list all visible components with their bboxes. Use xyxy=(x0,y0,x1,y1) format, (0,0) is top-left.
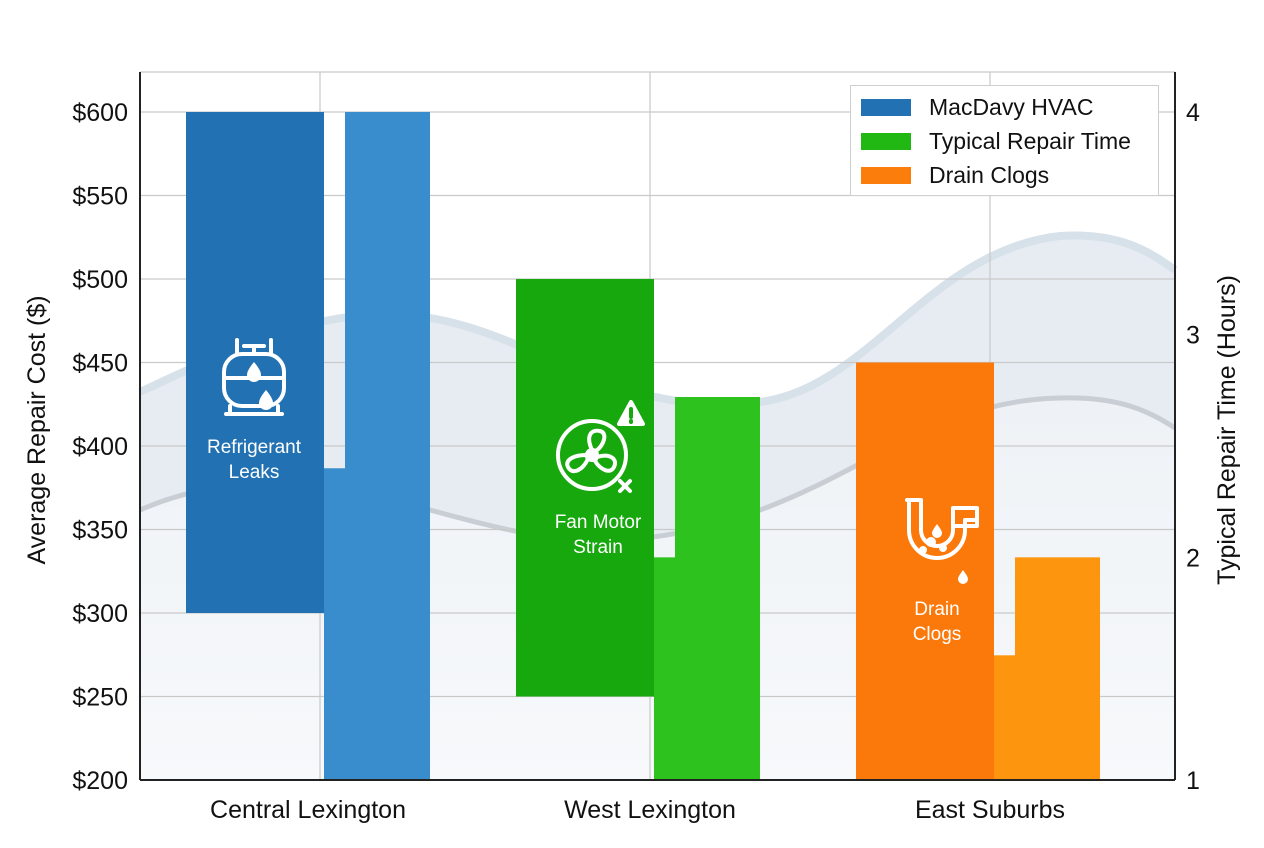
y-axis-label-left: Average Repair Cost ($) xyxy=(23,295,51,564)
legend-swatch xyxy=(861,132,911,150)
x-tick-labels: Central Lexington West Lexington East Subu… xyxy=(210,796,1065,824)
y-right-tick-label: 3 xyxy=(1186,322,1200,350)
y-left-tick-label: $450 xyxy=(72,350,128,378)
legend-item-drain-clogs: Drain Clogs xyxy=(861,160,1049,190)
x-tick-label: West Lexington xyxy=(564,796,736,824)
bar-icons xyxy=(222,338,979,584)
bar-labels: Refrigerant Leaks Fan Motor Strain Drain Clog… xyxy=(207,437,961,645)
y-right-tick-label: 2 xyxy=(1186,544,1200,572)
legend-item-typical-repair-time: Typical Repair Time xyxy=(861,126,1131,156)
legend-label: MacDavy HVAC xyxy=(929,93,1094,120)
bar-label: Clogs xyxy=(913,624,962,645)
y-right-tick-label: 1 xyxy=(1186,767,1200,795)
bar-repair-time xyxy=(345,112,430,780)
bar-label: Leaks xyxy=(229,462,280,483)
y-right-tick-label: 4 xyxy=(1186,99,1200,127)
x-tick-label: East Suburbs xyxy=(915,796,1065,824)
bar-repair-time-step xyxy=(654,557,676,780)
y-left-tick-label: $200 xyxy=(72,767,128,795)
bars xyxy=(186,112,1100,780)
y-left-tick-label: $600 xyxy=(72,99,128,127)
y-left-tick-label: $250 xyxy=(72,684,128,712)
legend-swatch xyxy=(861,98,911,116)
axes xyxy=(139,72,1176,781)
bar-repair-time xyxy=(675,397,760,780)
y-left-tick-label: $400 xyxy=(72,433,128,461)
legend-label: Typical Repair Time xyxy=(929,127,1131,154)
bar-repair-time xyxy=(1015,557,1100,780)
refrigerant-tank-icon xyxy=(222,338,286,416)
bar-cost-range xyxy=(186,112,324,613)
y-left-tick-label: $500 xyxy=(72,266,128,294)
y-left-tick-label: $300 xyxy=(72,600,128,628)
tick-labels: $200 $250 $300 $350 $400 $450 $500 $550 $600 1 2 3 4 xyxy=(72,99,1200,795)
drain-pipe-icon xyxy=(905,498,979,584)
legend-swatch xyxy=(861,166,911,184)
y-axis-label-right: Typical Repair Time (Hours) xyxy=(1213,275,1241,585)
bar-repair-time-step xyxy=(994,655,1016,780)
y-left-tick-label: $350 xyxy=(72,517,128,545)
y-left-tick-label: $550 xyxy=(72,183,128,211)
bar-cost-range xyxy=(856,362,994,780)
bar-label: Fan Motor xyxy=(555,512,642,533)
bar-label: Drain xyxy=(914,599,959,620)
bar-label: Strain xyxy=(573,537,623,558)
legend: MacDavy HVAC Typical Repair Time Drain C… xyxy=(850,85,1159,196)
legend-label: Drain Clogs xyxy=(929,161,1050,188)
bar-label: Refrigerant xyxy=(207,437,302,458)
bar-repair-time-step xyxy=(324,468,346,780)
x-tick-label: Central Lexington xyxy=(210,796,406,824)
fan-warning-icon xyxy=(556,400,645,493)
legend-item-macdavy-hvac: MacDavy HVAC xyxy=(861,92,1093,122)
